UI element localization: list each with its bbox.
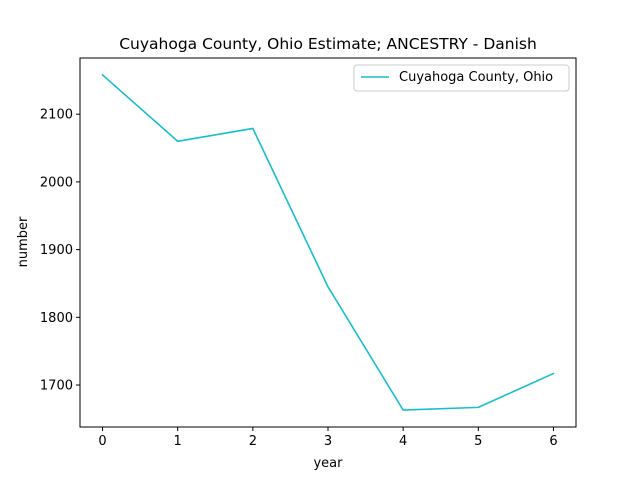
plot-area: [80, 58, 576, 427]
plot-frame: [79, 57, 577, 428]
chart-title: Cuyahoga County, Ohio Estimate; ANCESTRY…: [119, 35, 537, 53]
x-tick-label: 5: [474, 434, 482, 449]
x-tick-label: 1: [174, 434, 182, 449]
ticks-layer: 0 1 2 3 4 5 6 1700 1800 1900 2000 2100: [40, 108, 558, 449]
y-tick-label: 2100: [40, 108, 73, 123]
legend-box: [353, 64, 570, 92]
series-layer: [101, 73, 555, 411]
y-tick-label: 1700: [40, 379, 73, 394]
y-axis-label: number: [16, 216, 31, 267]
x-tick-label: 3: [324, 434, 332, 449]
x-tick-label: 4: [399, 434, 407, 449]
x-axis-label: year: [313, 456, 343, 471]
y-tick-label: 1900: [40, 243, 73, 258]
x-tick-label: 0: [98, 434, 106, 449]
y-tick-label: 2000: [40, 175, 73, 190]
x-tick-label: 2: [249, 434, 257, 449]
y-tick-label: 1800: [40, 311, 73, 326]
legend-label-cuyahoga: Cuyahoga County, Ohio: [399, 70, 553, 85]
x-tick-label: 6: [549, 434, 557, 449]
legend: Cuyahoga County, Ohio: [353, 64, 570, 92]
